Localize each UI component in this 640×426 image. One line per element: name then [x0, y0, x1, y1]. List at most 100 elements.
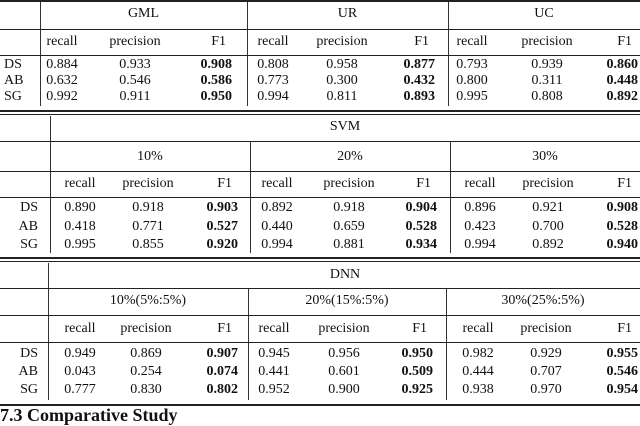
table-cell: 0.908	[606, 200, 639, 215]
table-cell: 0.830	[130, 382, 162, 397]
metric-header: recall	[46, 34, 78, 49]
metric-header: F1	[414, 34, 429, 49]
horizontal-rule	[0, 171, 640, 172]
row-label: AB	[18, 219, 38, 234]
table-cell: 0.546	[119, 73, 151, 88]
metric-header: recall	[64, 176, 96, 191]
table-cell: 0.939	[531, 57, 563, 72]
column-group-header: UC	[534, 6, 554, 21]
table-cell: 0.771	[132, 219, 164, 234]
column-divider	[40, 2, 41, 106]
row-label: SG	[20, 237, 38, 252]
table-cell: 0.992	[46, 89, 78, 104]
table-cell: 0.586	[200, 73, 233, 88]
table-cell: 0.881	[333, 237, 365, 252]
column-group-header: GML	[127, 6, 160, 21]
horizontal-rule	[0, 55, 640, 56]
column-group-header: UR	[337, 6, 358, 21]
table-cell: 0.890	[64, 200, 96, 215]
table-cell: 0.982	[462, 346, 494, 361]
table-cell: 0.995	[64, 237, 96, 252]
bottom-rule	[0, 404, 640, 406]
metric-header: recall	[64, 321, 96, 336]
table-cell: 0.855	[132, 237, 164, 252]
table-cell: 0.903	[206, 200, 239, 215]
table-cell: 0.802	[206, 382, 239, 397]
table-cell: 0.793	[456, 57, 488, 72]
table-cell: 0.423	[464, 219, 496, 234]
metric-header: F1	[416, 176, 431, 191]
table-cell: 0.777	[64, 382, 96, 397]
metric-header: F1	[211, 34, 226, 49]
table-group-title: DNN	[329, 267, 361, 282]
double-rule	[0, 110, 640, 112]
column-divider	[448, 2, 449, 106]
table-cell: 0.938	[462, 382, 494, 397]
table-cell: 0.528	[606, 219, 639, 234]
table-cell: 0.444	[462, 364, 494, 379]
table-cell: 0.528	[405, 219, 438, 234]
table-cell: 0.892	[606, 89, 639, 104]
column-divider	[247, 2, 248, 106]
column-group-header: 30%	[532, 149, 558, 164]
column-divider	[48, 263, 49, 400]
table-cell: 0.954	[606, 382, 639, 397]
column-group-header: 10%	[137, 149, 163, 164]
row-label: DS	[20, 200, 38, 215]
table-cell: 0.432	[403, 73, 436, 88]
horizontal-rule	[0, 342, 640, 343]
table-cell: 0.659	[333, 219, 365, 234]
table-cell: 0.918	[333, 200, 365, 215]
table-cell: 0.043	[64, 364, 96, 379]
column-group-header: 30%(25%:5%)	[501, 293, 585, 308]
double-rule	[0, 114, 640, 115]
table-cell: 0.950	[401, 346, 434, 361]
metric-header: precision	[521, 34, 573, 49]
table-cell: 0.925	[401, 382, 434, 397]
table-cell: 0.970	[530, 382, 562, 397]
column-divider	[50, 116, 51, 253]
column-group-header: 20%(15%:5%)	[305, 293, 389, 308]
table-cell: 0.893	[403, 89, 436, 104]
metric-header: precision	[522, 176, 574, 191]
row-label: DS	[4, 57, 22, 72]
row-label: DS	[20, 346, 38, 361]
table-cell: 0.440	[261, 219, 293, 234]
table-cell: 0.546	[606, 364, 639, 379]
table-cell: 0.700	[532, 219, 564, 234]
metric-header: recall	[456, 34, 488, 49]
table-cell: 0.074	[206, 364, 239, 379]
table-cell: 0.952	[258, 382, 290, 397]
table-cell: 0.892	[532, 237, 564, 252]
table-cell: 0.900	[328, 382, 360, 397]
horizontal-rule	[0, 315, 640, 316]
row-label: SG	[4, 89, 22, 104]
table-cell: 0.884	[46, 57, 78, 72]
table-cell: 0.934	[405, 237, 438, 252]
table-cell: 0.632	[46, 73, 78, 88]
table-cell: 0.254	[130, 364, 162, 379]
section-heading: 7.3 Comparative Study	[0, 405, 178, 425]
metric-header: recall	[261, 176, 293, 191]
table-cell: 0.418	[64, 219, 96, 234]
table-cell: 0.896	[464, 200, 496, 215]
table-cell: 0.907	[206, 346, 239, 361]
table-cell: 0.940	[606, 237, 639, 252]
metric-header: F1	[217, 176, 232, 191]
table-cell: 0.904	[405, 200, 438, 215]
column-group-header: 20%	[337, 149, 363, 164]
table-cell: 0.958	[326, 57, 358, 72]
table-cell: 0.911	[119, 89, 151, 104]
table-group-title: SVM	[329, 119, 361, 134]
table-cell: 0.955	[606, 346, 639, 361]
table-cell: 0.800	[456, 73, 488, 88]
metric-header: F1	[617, 176, 632, 191]
metric-header: recall	[258, 321, 290, 336]
column-divider	[248, 288, 249, 400]
table-cell: 0.995	[456, 89, 488, 104]
table-cell: 0.933	[119, 57, 151, 72]
table-cell: 0.509	[401, 364, 434, 379]
table-cell: 0.929	[530, 346, 562, 361]
metric-header: recall	[464, 176, 496, 191]
table-cell: 0.808	[531, 89, 563, 104]
